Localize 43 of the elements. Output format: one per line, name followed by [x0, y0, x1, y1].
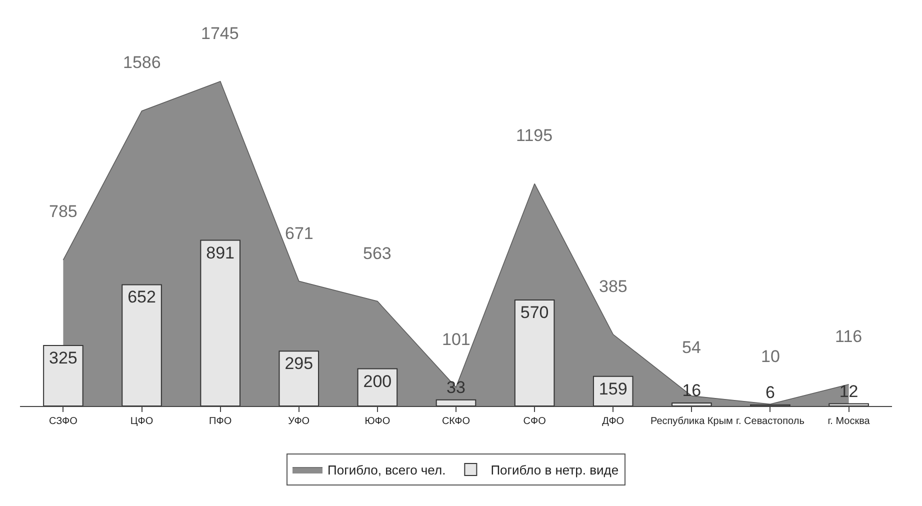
data-label: 1586	[123, 53, 161, 72]
data-label: 10	[761, 347, 780, 366]
x-tick-label: Республика Крым	[650, 416, 734, 427]
bar	[43, 345, 84, 406]
x-tick-label: ПФО	[209, 416, 232, 427]
x-tick-label: ЮФО	[364, 416, 390, 427]
x-tick-label: УФО	[288, 416, 310, 427]
data-label: 1195	[516, 126, 553, 145]
data-label: 16	[682, 381, 702, 400]
bar	[200, 240, 240, 406]
x-tick-label: СФО	[523, 416, 546, 427]
x-tick-label: г. Москва	[828, 416, 870, 427]
x-tick-label: ДФО	[602, 416, 624, 427]
legend-label: Погибло в нетр. виде	[490, 462, 619, 478]
data-label: 652	[128, 288, 156, 307]
x-tick-label: СЗФО	[49, 416, 78, 427]
bar	[672, 402, 712, 406]
x-tick-label: ЦФО	[130, 416, 154, 427]
bar	[514, 299, 555, 406]
bar	[828, 403, 869, 406]
data-label: 671	[285, 224, 314, 243]
data-label: 12	[839, 382, 858, 401]
data-label: 385	[599, 277, 628, 296]
data-label: 200	[363, 372, 392, 391]
data-label: 33	[446, 378, 466, 397]
data-label: 891	[206, 243, 235, 262]
data-label: 159	[598, 379, 628, 398]
x-tick-label: г. Севастополь	[736, 416, 804, 427]
data-label: 563	[363, 244, 392, 263]
bar	[278, 350, 320, 406]
data-label: 570	[520, 302, 549, 322]
x-tick-label: СКФО	[442, 416, 470, 427]
data-label: 1745	[201, 24, 239, 43]
data-label: 325	[49, 348, 78, 368]
legend-label: Погибло, всего чел.	[328, 462, 446, 478]
data-label: 295	[284, 354, 314, 374]
data-label: 6	[765, 382, 775, 402]
bar	[122, 284, 162, 406]
data-label: 116	[835, 327, 862, 346]
data-label: 101	[442, 330, 470, 349]
data-label: 785	[49, 202, 78, 221]
bar	[436, 399, 476, 406]
data-label: 54	[682, 338, 701, 357]
